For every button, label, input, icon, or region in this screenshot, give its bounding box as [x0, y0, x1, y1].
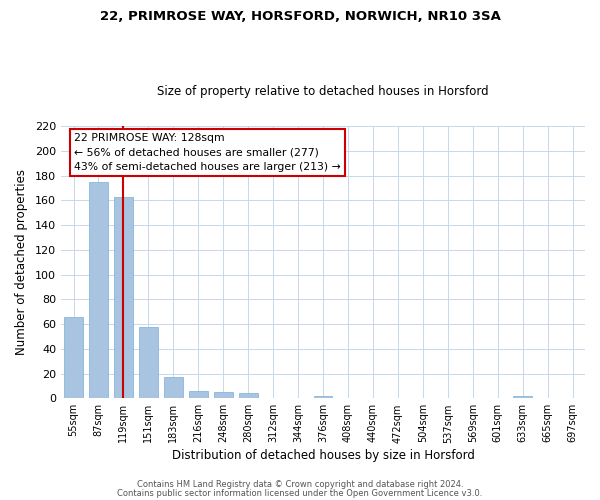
Text: 22, PRIMROSE WAY, HORSFORD, NORWICH, NR10 3SA: 22, PRIMROSE WAY, HORSFORD, NORWICH, NR1… [100, 10, 500, 23]
Bar [189, 391, 208, 398]
Text: Contains public sector information licensed under the Open Government Licence v3: Contains public sector information licen… [118, 489, 482, 498]
Bar [64, 316, 83, 398]
Bar [89, 182, 108, 398]
Title: Size of property relative to detached houses in Horsford: Size of property relative to detached ho… [157, 86, 489, 98]
Bar [214, 392, 233, 398]
Bar [139, 326, 158, 398]
Bar [314, 396, 332, 398]
Y-axis label: Number of detached properties: Number of detached properties [15, 169, 28, 355]
Bar [114, 196, 133, 398]
Bar [239, 394, 257, 398]
Text: 22 PRIMROSE WAY: 128sqm
← 56% of detached houses are smaller (277)
43% of semi-d: 22 PRIMROSE WAY: 128sqm ← 56% of detache… [74, 133, 341, 172]
X-axis label: Distribution of detached houses by size in Horsford: Distribution of detached houses by size … [172, 450, 475, 462]
Bar [513, 396, 532, 398]
Text: Contains HM Land Registry data © Crown copyright and database right 2024.: Contains HM Land Registry data © Crown c… [137, 480, 463, 489]
Bar [164, 378, 182, 398]
